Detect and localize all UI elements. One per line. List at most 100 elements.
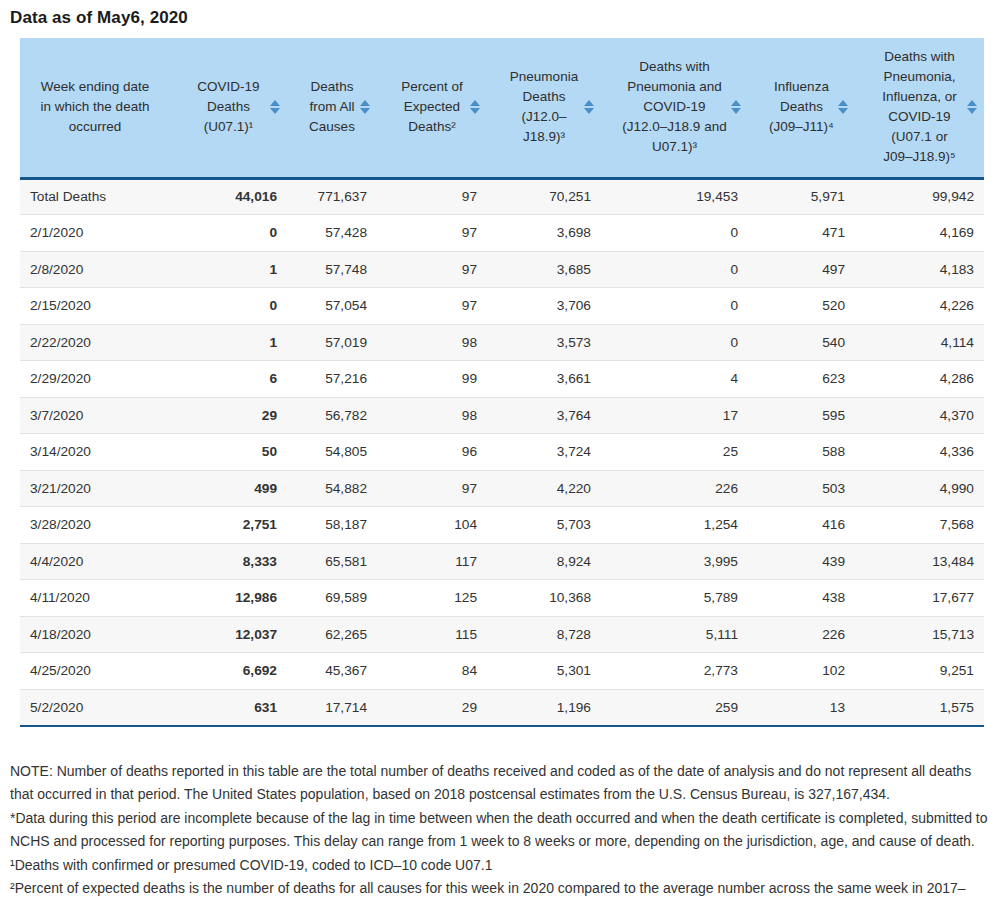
cell-percent_expected_deaths: 117	[377, 543, 487, 580]
cell-pic_deaths: 4,183	[855, 251, 984, 288]
cell-deaths_all_causes: 45,367	[287, 653, 377, 690]
sort-icon[interactable]	[967, 100, 977, 114]
cell-pneumonia_deaths: 3,706	[487, 288, 601, 325]
cell-pneumonia_deaths: 4,220	[487, 470, 601, 507]
cell-percent_expected_deaths: 115	[377, 616, 487, 653]
sort-icon[interactable]	[838, 100, 848, 114]
cell-pneumonia_and_covid19_deaths: 0	[601, 288, 748, 325]
column-header-percent-expected[interactable]: Percent of Expected Deaths²	[377, 38, 487, 178]
cell-pneumonia_deaths: 10,368	[487, 580, 601, 617]
cell-covid19_deaths: 8,333	[170, 543, 287, 580]
cell-influenza_deaths: 540	[748, 324, 855, 361]
sort-icon[interactable]	[470, 100, 480, 114]
cell-pneumonia_deaths: 8,728	[487, 616, 601, 653]
cell-week_ending: 3/7/2020	[20, 397, 170, 434]
column-header-label: COVID-19 Deaths (U07.1)¹	[197, 79, 259, 134]
cell-week_ending: 2/8/2020	[20, 251, 170, 288]
sort-icon[interactable]	[584, 100, 594, 114]
cell-covid19_deaths: 0	[170, 288, 287, 325]
sort-icon[interactable]	[270, 100, 280, 114]
cell-percent_expected_deaths: 125	[377, 580, 487, 617]
cell-influenza_deaths: 5,971	[748, 178, 855, 215]
cell-deaths_all_causes: 54,882	[287, 470, 377, 507]
cell-covid19_deaths: 12,037	[170, 616, 287, 653]
table-row: Total Deaths44,016771,6379770,25119,4535…	[20, 178, 984, 215]
cell-week_ending: 4/4/2020	[20, 543, 170, 580]
cell-pic_deaths: 4,370	[855, 397, 984, 434]
cell-covid19_deaths: 2,751	[170, 507, 287, 544]
column-header-label: Week ending date in which the death occu…	[41, 79, 150, 134]
cell-pneumonia_and_covid19_deaths: 3,995	[601, 543, 748, 580]
cell-deaths_all_causes: 17,714	[287, 689, 377, 726]
table-row: 3/28/20202,75158,1871045,7031,2544167,56…	[20, 507, 984, 544]
cell-pic_deaths: 4,226	[855, 288, 984, 325]
cell-pneumonia_deaths: 70,251	[487, 178, 601, 215]
cell-deaths_all_causes: 54,805	[287, 434, 377, 471]
column-header-influenza-deaths[interactable]: Influenza Deaths (J09–J11)⁴	[748, 38, 855, 178]
cell-percent_expected_deaths: 104	[377, 507, 487, 544]
cell-influenza_deaths: 595	[748, 397, 855, 434]
cell-week_ending: 3/21/2020	[20, 470, 170, 507]
cell-pneumonia_and_covid19_deaths: 4	[601, 361, 748, 398]
cell-pneumonia_and_covid19_deaths: 0	[601, 324, 748, 361]
sort-icon[interactable]	[731, 100, 741, 114]
table-body: Total Deaths44,016771,6379770,25119,4535…	[20, 178, 984, 726]
column-header-deaths-all-causes[interactable]: Deaths from All Causes	[287, 38, 377, 178]
cell-pneumonia_deaths: 3,764	[487, 397, 601, 434]
column-header-pneumonia-covid[interactable]: Deaths with Pneumonia and COVID-19 (J12.…	[601, 38, 748, 178]
cell-pic_deaths: 17,677	[855, 580, 984, 617]
table-row: 2/22/2020157,019983,57305404,114	[20, 324, 984, 361]
cell-deaths_all_causes: 62,265	[287, 616, 377, 653]
cell-covid19_deaths: 499	[170, 470, 287, 507]
column-header-label: Influenza Deaths (J09–J11)⁴	[769, 79, 834, 134]
deaths-table-container: Week ending date in which the death occu…	[20, 38, 984, 727]
cell-pneumonia_deaths: 3,724	[487, 434, 601, 471]
column-header-week-ending: Week ending date in which the death occu…	[20, 38, 170, 178]
cell-pneumonia_deaths: 3,685	[487, 251, 601, 288]
cell-pic_deaths: 4,336	[855, 434, 984, 471]
footnote-asterisk: *Data during this period are incomplete …	[10, 807, 992, 854]
cell-pneumonia_and_covid19_deaths: 2,773	[601, 653, 748, 690]
cell-covid19_deaths: 29	[170, 397, 287, 434]
cell-percent_expected_deaths: 99	[377, 361, 487, 398]
cell-pneumonia_and_covid19_deaths: 0	[601, 215, 748, 252]
cell-covid19_deaths: 50	[170, 434, 287, 471]
cell-percent_expected_deaths: 84	[377, 653, 487, 690]
header-row: Week ending date in which the death occu…	[20, 38, 984, 178]
cell-deaths_all_causes: 58,187	[287, 507, 377, 544]
column-header-label: Percent of Expected Deaths²	[401, 79, 463, 134]
column-header-pneumonia-deaths[interactable]: Pneumonia Deaths (J12.0–J18.9)³	[487, 38, 601, 178]
cell-percent_expected_deaths: 97	[377, 470, 487, 507]
cell-influenza_deaths: 13	[748, 689, 855, 726]
cell-percent_expected_deaths: 97	[377, 251, 487, 288]
cell-covid19_deaths: 1	[170, 251, 287, 288]
cell-percent_expected_deaths: 96	[377, 434, 487, 471]
cell-week_ending: 4/18/2020	[20, 616, 170, 653]
cell-week_ending: 4/11/2020	[20, 580, 170, 617]
table-row: 2/8/2020157,748973,68504974,183	[20, 251, 984, 288]
cell-deaths_all_causes: 65,581	[287, 543, 377, 580]
cell-week_ending: 2/15/2020	[20, 288, 170, 325]
cell-week_ending: Total Deaths	[20, 178, 170, 215]
sort-icon[interactable]	[360, 100, 370, 114]
cell-percent_expected_deaths: 97	[377, 215, 487, 252]
covid-deaths-table: Week ending date in which the death occu…	[20, 38, 984, 727]
cell-deaths_all_causes: 57,428	[287, 215, 377, 252]
cell-deaths_all_causes: 57,054	[287, 288, 377, 325]
cell-pneumonia_and_covid19_deaths: 226	[601, 470, 748, 507]
table-header: Week ending date in which the death occu…	[20, 38, 984, 178]
cell-percent_expected_deaths: 29	[377, 689, 487, 726]
cell-covid19_deaths: 12,986	[170, 580, 287, 617]
column-header-label: Deaths with Pneumonia and COVID-19 (J12.…	[622, 59, 726, 154]
cell-pneumonia_and_covid19_deaths: 25	[601, 434, 748, 471]
table-row: 3/7/20202956,782983,764175954,370	[20, 397, 984, 434]
cell-percent_expected_deaths: 98	[377, 324, 487, 361]
cell-pneumonia_and_covid19_deaths: 5,789	[601, 580, 748, 617]
column-header-pic-deaths[interactable]: Deaths with Pneumonia, Influenza, or COV…	[855, 38, 984, 178]
cell-covid19_deaths: 631	[170, 689, 287, 726]
cell-covid19_deaths: 6,692	[170, 653, 287, 690]
column-header-covid19-deaths[interactable]: COVID-19 Deaths (U07.1)¹	[170, 38, 287, 178]
cell-pic_deaths: 4,286	[855, 361, 984, 398]
table-row: 2/15/2020057,054973,70605204,226	[20, 288, 984, 325]
table-row: 2/29/2020657,216993,66146234,286	[20, 361, 984, 398]
